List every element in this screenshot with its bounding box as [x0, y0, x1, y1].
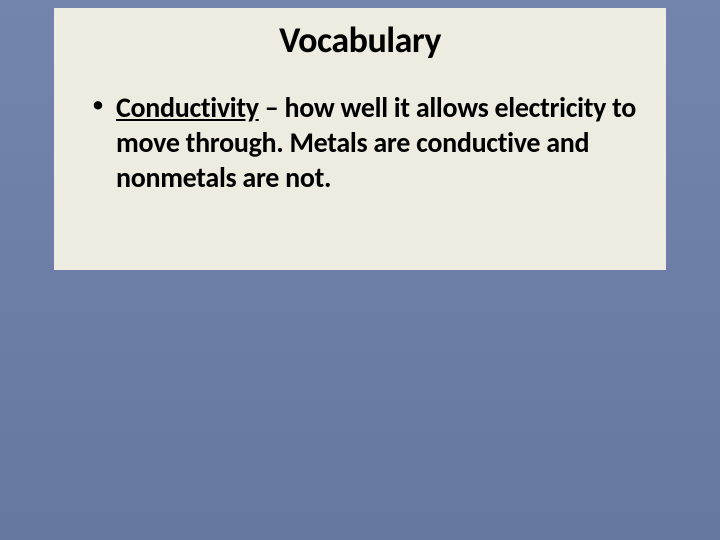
- vocab-term: Conductivity: [116, 90, 259, 125]
- bullet-list: Conductivity – how well it allows electr…: [54, 90, 666, 195]
- slide-title: Vocabulary: [54, 18, 666, 62]
- bullet-item: Conductivity – how well it allows electr…: [90, 90, 646, 195]
- slide: Vocabulary Conductivity – how well it al…: [0, 0, 720, 540]
- content-box: Vocabulary Conductivity – how well it al…: [54, 8, 666, 270]
- term-separator: –: [259, 90, 285, 125]
